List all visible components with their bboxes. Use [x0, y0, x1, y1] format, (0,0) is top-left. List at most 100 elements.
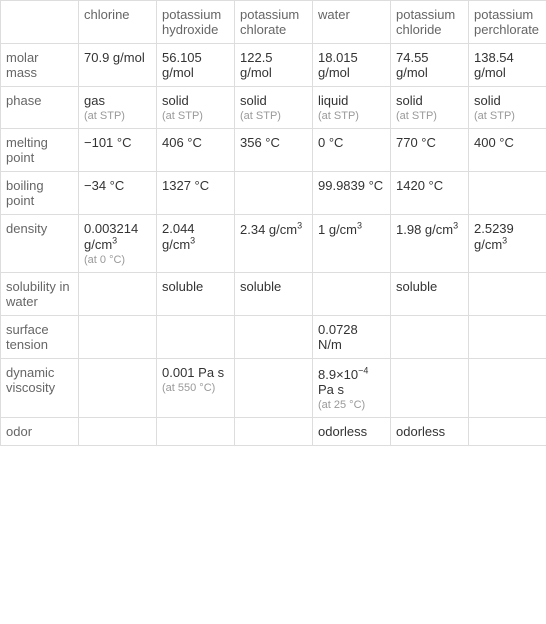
- cell-value: 400 °C: [474, 135, 514, 150]
- table-cell: 1327 °C: [157, 172, 235, 215]
- table-cell: 400 °C: [469, 129, 546, 172]
- row-label: melting point: [1, 129, 79, 172]
- row-label: boiling point: [1, 172, 79, 215]
- table-cell: solid(at STP): [235, 87, 313, 129]
- cell-value: 8.9×10−4 Pa s: [318, 367, 368, 397]
- cell-value: 56.105 g/mol: [162, 50, 202, 80]
- cell-value: solid: [474, 93, 501, 108]
- table-cell: 1.98 g/cm3: [391, 215, 469, 273]
- table-cell: 770 °C: [391, 129, 469, 172]
- superscript: 3: [190, 236, 195, 246]
- cell-value: liquid: [318, 93, 348, 108]
- cell-value: 122.5 g/mol: [240, 50, 273, 80]
- table-cell: solid (at STP): [391, 87, 469, 129]
- table-cell: 2.5239 g/cm3: [469, 215, 546, 273]
- cell-value: soluble: [240, 279, 281, 294]
- table-cell: soluble: [157, 273, 235, 316]
- table-row: molar mass70.9 g/mol56.105 g/mol122.5 g/…: [1, 44, 546, 87]
- cell-value: 74.55 g/mol: [396, 50, 429, 80]
- cell-value: soluble: [396, 279, 437, 294]
- table-cell: −34 °C: [79, 172, 157, 215]
- cell-value: −101 °C: [84, 135, 131, 150]
- table-cell: 138.54 g/mol: [469, 44, 546, 87]
- table-cell: [469, 172, 546, 215]
- cell-value: 2.34 g/cm3: [240, 222, 302, 237]
- table-cell: [469, 417, 546, 445]
- cell-value: soluble: [162, 279, 203, 294]
- table-cell: [79, 273, 157, 316]
- table-cell: [235, 417, 313, 445]
- table-cell: [235, 316, 313, 359]
- cell-value: 356 °C: [240, 135, 280, 150]
- table-cell: 70.9 g/mol: [79, 44, 157, 87]
- cell-value: 1420 °C: [396, 178, 443, 193]
- table-cell: 18.015 g/mol: [313, 44, 391, 87]
- table-cell: [79, 359, 157, 417]
- table-cell: [79, 316, 157, 359]
- cell-value: solid: [396, 93, 423, 108]
- cell-value: 0.003214 g/cm3: [84, 221, 138, 252]
- cell-value: 1 g/cm3: [318, 222, 362, 237]
- table-cell: liquid (at STP): [313, 87, 391, 129]
- cell-value: −34 °C: [84, 178, 124, 193]
- table-row: solubility in water soluble soluble soluble: [1, 273, 546, 316]
- cell-value: 0 °C: [318, 135, 343, 150]
- row-label: phase: [1, 87, 79, 129]
- cell-note: (at STP): [396, 110, 463, 122]
- table-cell: [391, 359, 469, 417]
- cell-note: (at 25 °C): [318, 399, 385, 411]
- row-label: solubility in water: [1, 273, 79, 316]
- table-cell: soluble: [235, 273, 313, 316]
- table-cell: [469, 316, 546, 359]
- cell-value: 1327 °C: [162, 178, 209, 193]
- table-cell: soluble: [391, 273, 469, 316]
- table-cell: 356 °C: [235, 129, 313, 172]
- table-cell: [391, 316, 469, 359]
- table-row: surface tension0.0728 N/m: [1, 316, 546, 359]
- table-body: molar mass70.9 g/mol56.105 g/mol122.5 g/…: [1, 44, 546, 446]
- cell-note: (at STP): [474, 110, 541, 122]
- cell-value: 18.015 g/mol: [318, 50, 358, 80]
- table-cell: 1420 °C: [391, 172, 469, 215]
- cell-note: (at 0 °C): [84, 254, 151, 266]
- cell-note: (at STP): [162, 110, 229, 122]
- cell-value: 1.98 g/cm3: [396, 222, 458, 237]
- table-row: dynamic viscosity 0.001 Pa s (at 550 °C) 8.…: [1, 359, 546, 417]
- cell-value: 770 °C: [396, 135, 436, 150]
- table-cell: 0 °C: [313, 129, 391, 172]
- table-cell: [469, 359, 546, 417]
- table-cell: solid(at STP): [157, 87, 235, 129]
- cell-note: (at STP): [318, 110, 385, 122]
- cell-value: 0.001 Pa s: [162, 365, 224, 380]
- row-label: dynamic viscosity: [1, 359, 79, 417]
- column-header-potassium-perchlorate: potassium perchlorate: [469, 1, 546, 44]
- row-label: density: [1, 215, 79, 273]
- table-cell: gas(at STP): [79, 87, 157, 129]
- table-cell: [469, 273, 546, 316]
- cell-value: 2.044 g/cm3: [162, 221, 195, 252]
- superscript: 3: [297, 221, 302, 231]
- table-cell: odorless: [391, 417, 469, 445]
- cell-value: solid: [240, 93, 267, 108]
- superscript: 3: [357, 221, 362, 231]
- table-cell: 0.0728 N/m: [313, 316, 391, 359]
- table-cell: 74.55 g/mol: [391, 44, 469, 87]
- table-cell: −101 °C: [79, 129, 157, 172]
- table-cell: [235, 359, 313, 417]
- table-cell: 2.044 g/cm3: [157, 215, 235, 273]
- cell-value: odorless: [396, 424, 445, 439]
- cell-value: 138.54 g/mol: [474, 50, 514, 80]
- table-cell: odorless: [313, 417, 391, 445]
- table-cell: [79, 417, 157, 445]
- cell-value: gas: [84, 93, 105, 108]
- cell-value: 0.0728 N/m: [318, 322, 358, 352]
- cell-note: (at 550 °C): [162, 382, 229, 394]
- superscript: 3: [112, 236, 117, 246]
- table-cell: 1 g/cm3: [313, 215, 391, 273]
- table-cell: 0.001 Pa s (at 550 °C): [157, 359, 235, 417]
- column-header-potassium-chloride: potassium chloride: [391, 1, 469, 44]
- table-cell: [235, 172, 313, 215]
- table-cell: solid (at STP): [469, 87, 546, 129]
- table-row: boiling point −34 °C 1327 °C 99.9839 °C 1420…: [1, 172, 546, 215]
- table-cell: 99.9839 °C: [313, 172, 391, 215]
